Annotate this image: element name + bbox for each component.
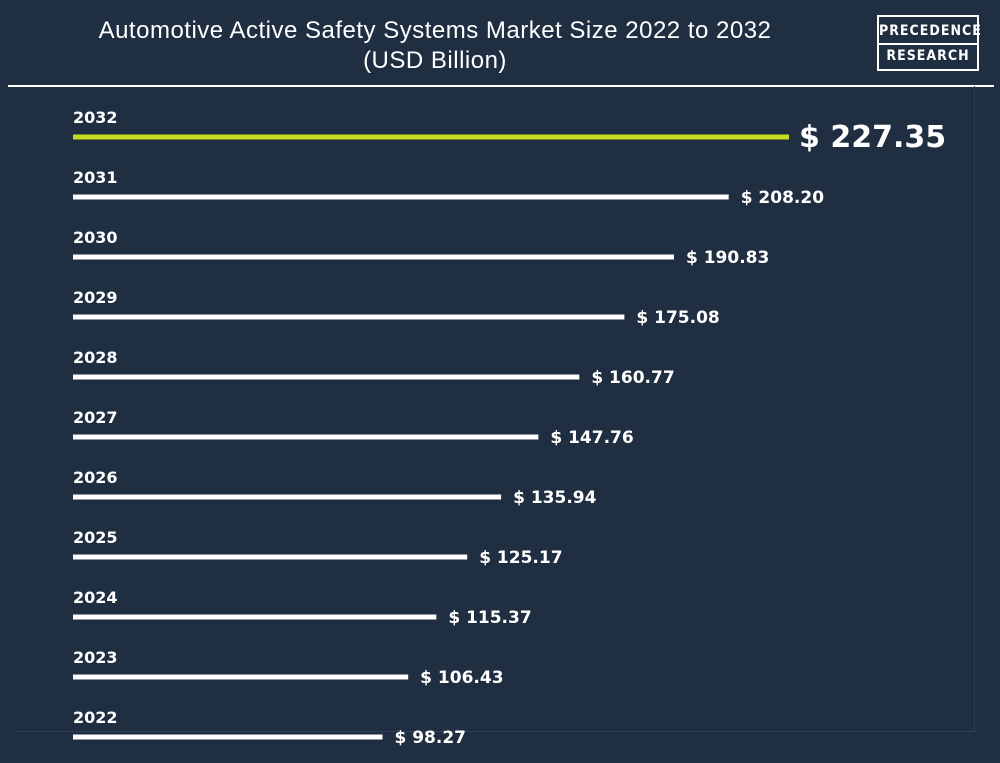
year-label-2022: 2022 [73,708,118,727]
value-label-2025: $ 125.17 [479,548,562,568]
value-label-2023: $ 106.43 [420,668,503,688]
value-label-2031: $ 208.20 [741,188,825,208]
value-label-2032: $ 227.35 [799,120,946,155]
bar-2023 [73,674,409,680]
chart-title-line1: Automotive Active Safety Systems Market … [98,17,772,44]
value-label-2027: $ 147.76 [550,428,633,448]
year-label-2029: 2029 [73,288,118,307]
value-label-2029: $ 175.08 [636,308,719,328]
value-label-2024: $ 115.37 [448,608,531,628]
bar-2032 [73,134,789,140]
chart-frame [14,86,975,732]
bar-2031 [73,194,729,200]
year-label-2026: 2026 [73,468,118,487]
year-label-2023: 2023 [73,648,118,667]
bar-2025 [73,554,468,560]
year-label-2028: 2028 [73,348,118,367]
value-label-2030: $ 190.83 [686,248,769,268]
bar-2027 [73,434,539,440]
value-label-2022: $ 98.27 [394,728,466,748]
bar-2030 [73,254,674,260]
chart-title: Automotive Active Safety Systems Market … [20,16,850,76]
brand-logo: PRECEDENCE RESEARCH [877,15,981,71]
year-label-2027: 2027 [73,408,118,427]
year-label-2031: 2031 [73,168,118,187]
bar-2029 [73,314,625,320]
year-label-2030: 2030 [73,228,118,247]
year-label-2024: 2024 [73,588,118,607]
logo-line1: PRECEDENCE [879,20,981,45]
year-label-2032: 2032 [73,108,118,127]
bar-2024 [73,614,437,620]
value-label-2026: $ 135.94 [513,488,597,508]
chart-title-line2: (USD Billion) [363,47,507,74]
bar-2028 [73,374,580,380]
logo-line2: RESEARCH [886,48,970,64]
header-divider [8,85,994,87]
chart-header: Automotive Active Safety Systems Market … [0,0,1000,86]
year-label-2025: 2025 [73,528,118,547]
bar-2026 [73,494,502,500]
bar-2022 [73,734,383,740]
value-label-2028: $ 160.77 [591,368,674,388]
